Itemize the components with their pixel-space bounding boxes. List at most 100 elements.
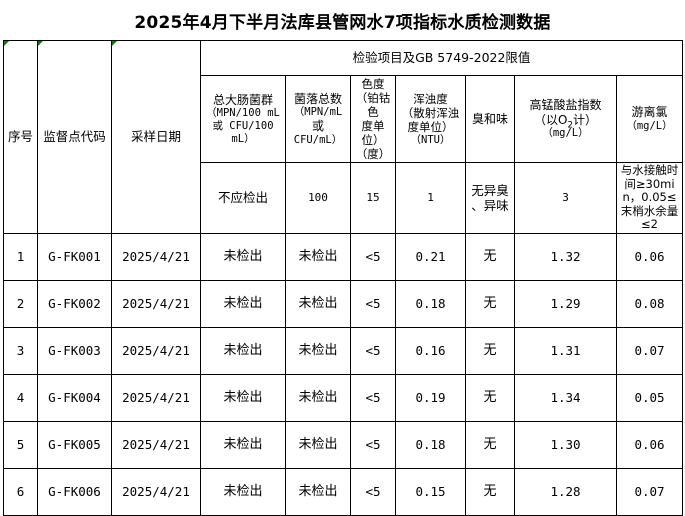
table-row: 3 G-FK003 2025/4/21 未检出 未检出 <5 0.16 无 1.… bbox=[3, 326, 683, 375]
cell-odor-taste: 无 bbox=[465, 420, 515, 469]
cell-date: 2025/4/21 bbox=[111, 467, 201, 516]
cell-total-coliform: 未检出 bbox=[200, 326, 286, 375]
limit-cell-total-coliform: 不应检出 bbox=[200, 162, 286, 234]
page-title: 2025年4月下半月法库县管网水7项指标水质检测数据 bbox=[134, 12, 551, 33]
param-unit-turbidity-1: （散射浑浊 bbox=[401, 105, 460, 120]
param-name-chroma: 色度 bbox=[361, 77, 385, 91]
cell-date: 2025/4/21 bbox=[111, 232, 201, 281]
cell-code: G-FK006 bbox=[37, 467, 112, 516]
cell-code: G-FK002 bbox=[37, 279, 112, 328]
cell-no: 1 bbox=[3, 232, 38, 281]
cell-chroma: <5 bbox=[350, 326, 396, 375]
cell-colony-count: 未检出 bbox=[285, 467, 351, 516]
header-cell-chroma: 色度 （铂钴色 度单位） （度） bbox=[350, 74, 396, 164]
cell-turbidity: 0.19 bbox=[395, 373, 466, 422]
error-flag-icon bbox=[112, 41, 117, 46]
cell-permanganate: 1.32 bbox=[514, 232, 617, 281]
header-cell-date: 采样日期 bbox=[111, 40, 201, 234]
header-cell-no: 序号 bbox=[3, 40, 38, 234]
cell-colony-count: 未检出 bbox=[285, 326, 351, 375]
param-unit-colony-count-2: 或 bbox=[311, 119, 324, 134]
cell-permanganate: 1.34 bbox=[514, 373, 617, 422]
cell-code: G-FK005 bbox=[37, 420, 112, 469]
param-unit-chroma-1: （铂钴色 bbox=[355, 91, 391, 120]
cell-colony-count: 未检出 bbox=[285, 279, 351, 328]
table-header-limit-row: 不应检出 100 15 1 无异臭 、异味 3 与水接触时间≥30min，0.0… bbox=[4, 162, 683, 234]
cell-chroma: <5 bbox=[350, 232, 396, 281]
table-row: 4 G-FK004 2025/4/21 未检出 未检出 <5 0.19 无 1.… bbox=[3, 373, 683, 422]
cell-colony-count: 未检出 bbox=[285, 373, 351, 422]
table-row: 2 G-FK002 2025/4/21 未检出 未检出 <5 0.18 无 1.… bbox=[3, 279, 683, 328]
cell-turbidity: 0.21 bbox=[395, 232, 466, 281]
param-unit-colony-count-3: CFU/mL） bbox=[293, 133, 343, 146]
param-unit-permanganate-2: （mg/L） bbox=[542, 127, 589, 140]
cell-no: 5 bbox=[3, 420, 38, 469]
limit-cell-free-chlorine: 与水接触时间≥30min，0.05≤末梢水余量≤2 bbox=[616, 162, 683, 234]
limit-odor-line2: 、异味 bbox=[471, 198, 509, 213]
header-cell-odor-taste: 臭和味 bbox=[465, 74, 515, 164]
spreadsheet-canvas: 2025年4月下半月法库县管网水7项指标水质检测数据 序号 监督点代码 bbox=[3, 12, 683, 516]
cell-no: 2 bbox=[3, 279, 38, 328]
cell-odor-taste: 无 bbox=[465, 373, 515, 422]
cell-total-coliform: 未检出 bbox=[200, 279, 286, 328]
header-cell-free-chlorine: 游离氯 （mg/L） bbox=[616, 74, 683, 164]
table-header-parameter-row: 总大肠菌群 （MPN/100 mL 或 CFU/100 mL） 菌落总数 （MP… bbox=[4, 74, 683, 164]
limit-cell-colony-count: 100 bbox=[285, 162, 351, 234]
limit-cell-odor-taste: 无异臭 、异味 bbox=[465, 162, 515, 234]
header-label-code: 监督点代码 bbox=[43, 129, 106, 145]
header-label-date: 采样日期 bbox=[130, 129, 181, 145]
error-flag-icon bbox=[4, 41, 9, 46]
cell-total-coliform: 未检出 bbox=[200, 232, 286, 281]
table-row: 5 G-FK005 2025/4/21 未检出 未检出 <5 0.18 无 1.… bbox=[3, 420, 683, 469]
table-row: 1 G-FK001 2025/4/21 未检出 未检出 <5 0.21 无 1.… bbox=[3, 232, 683, 281]
cell-no: 3 bbox=[3, 326, 38, 375]
cell-total-coliform: 未检出 bbox=[200, 373, 286, 422]
cell-turbidity: 0.18 bbox=[395, 279, 466, 328]
cell-odor-taste: 无 bbox=[465, 326, 515, 375]
limit-cell-permanganate: 3 bbox=[514, 162, 617, 234]
header-label-no: 序号 bbox=[7, 129, 33, 145]
cell-date: 2025/4/21 bbox=[111, 373, 201, 422]
limit-odor-line1: 无异臭 bbox=[471, 182, 509, 198]
header-cell-turbidity: 浑浊度 （散射浑浊 度单位） （NTU） bbox=[395, 74, 466, 164]
param-unit-free-chlorine-1: （mg/L） bbox=[626, 119, 673, 132]
cell-code: G-FK003 bbox=[37, 326, 112, 375]
cell-chroma: <5 bbox=[350, 420, 396, 469]
header-cell-total-coliform: 总大肠菌群 （MPN/100 mL 或 CFU/100 mL） bbox=[200, 74, 286, 164]
cell-free-chlorine: 0.07 bbox=[616, 467, 683, 516]
cell-colony-count: 未检出 bbox=[285, 420, 351, 469]
cell-no: 6 bbox=[3, 467, 38, 516]
param-name-odor-taste: 臭和味 bbox=[471, 111, 508, 126]
table-row: 6 G-FK006 2025/4/21 未检出 未检出 <5 0.15 无 1.… bbox=[3, 467, 683, 516]
cell-code: G-FK001 bbox=[37, 232, 112, 281]
cell-code: G-FK004 bbox=[37, 373, 112, 422]
limit-cell-chroma: 15 bbox=[350, 162, 396, 234]
param-unit-turbidity-3: （NTU） bbox=[410, 133, 451, 146]
param-name-total-coliform: 总大肠菌群 bbox=[212, 92, 273, 107]
cell-odor-taste: 无 bbox=[465, 279, 515, 328]
water-quality-table: 序号 监督点代码 采样日期 检验项目及GB 5749-2022限值 总大肠菌群 bbox=[3, 40, 683, 516]
param-name-turbidity: 浑浊度 bbox=[413, 91, 448, 106]
cell-chroma: <5 bbox=[350, 467, 396, 516]
header-cell-code: 监督点代码 bbox=[37, 40, 112, 234]
cell-odor-taste: 无 bbox=[465, 467, 515, 516]
cell-date: 2025/4/21 bbox=[111, 279, 201, 328]
header-label-group-standard: 检验项目及GB 5749-2022限值 bbox=[352, 50, 531, 66]
cell-permanganate: 1.29 bbox=[514, 279, 617, 328]
cell-chroma: <5 bbox=[350, 373, 396, 422]
cell-colony-count: 未检出 bbox=[285, 232, 351, 281]
cell-turbidity: 0.18 bbox=[395, 420, 466, 469]
cell-no: 4 bbox=[3, 373, 38, 422]
param-unit-turbidity-2: 度单位） bbox=[407, 119, 454, 134]
param-unit-total-coliform-2: 或 CFU/100 bbox=[212, 119, 274, 132]
cell-chroma: <5 bbox=[350, 279, 396, 328]
cell-turbidity: 0.16 bbox=[395, 326, 466, 375]
param-unit-total-coliform-3: mL） bbox=[231, 132, 255, 145]
param-name-free-chlorine: 游离氯 bbox=[631, 105, 668, 120]
cell-free-chlorine: 0.06 bbox=[616, 232, 683, 281]
cell-permanganate: 1.28 bbox=[514, 467, 617, 516]
param-name-permanganate: 高锰酸盐指数 bbox=[529, 98, 602, 113]
cell-total-coliform: 未检出 bbox=[200, 467, 286, 516]
param-name-colony-count: 菌落总数 bbox=[293, 91, 342, 106]
cell-turbidity: 0.15 bbox=[395, 467, 466, 516]
